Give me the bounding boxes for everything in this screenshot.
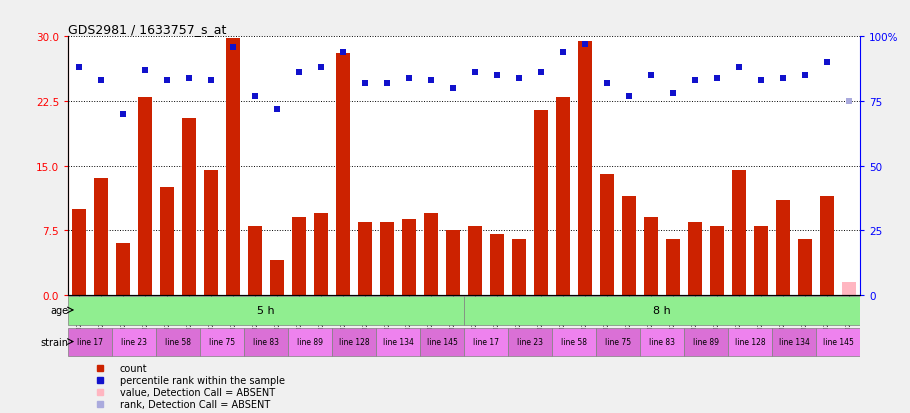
Bar: [732, 171, 746, 295]
Bar: [402, 219, 416, 295]
Text: rank, Detection Call = ABSENT: rank, Detection Call = ABSENT: [120, 399, 270, 409]
Bar: [288, 328, 332, 356]
Text: line 89: line 89: [298, 337, 323, 346]
Bar: [424, 214, 439, 295]
Text: line 134: line 134: [383, 337, 413, 346]
Text: line 128: line 128: [734, 337, 765, 346]
Text: line 89: line 89: [693, 337, 719, 346]
Text: line 23: line 23: [121, 337, 147, 346]
Bar: [446, 230, 460, 295]
Bar: [314, 214, 329, 295]
Bar: [710, 226, 724, 295]
Text: line 83: line 83: [253, 337, 279, 346]
Bar: [244, 328, 288, 356]
Bar: [798, 239, 812, 295]
Bar: [112, 328, 157, 356]
Text: line 17: line 17: [473, 337, 499, 346]
Bar: [270, 261, 284, 295]
Text: value, Detection Call = ABSENT: value, Detection Call = ABSENT: [120, 387, 275, 397]
Bar: [508, 328, 552, 356]
Bar: [640, 328, 684, 356]
Text: strain: strain: [41, 337, 68, 347]
Bar: [644, 218, 658, 295]
Bar: [116, 244, 130, 295]
Bar: [138, 97, 152, 295]
Text: line 58: line 58: [166, 337, 191, 346]
Bar: [226, 39, 240, 295]
Text: count: count: [120, 363, 147, 373]
Bar: [72, 209, 86, 295]
Text: line 83: line 83: [649, 337, 675, 346]
Text: line 58: line 58: [561, 337, 587, 346]
Bar: [820, 196, 834, 295]
Bar: [772, 328, 816, 356]
Text: percentile rank within the sample: percentile rank within the sample: [120, 375, 285, 385]
Text: GDS2981 / 1633757_s_at: GDS2981 / 1633757_s_at: [68, 23, 227, 36]
Bar: [776, 200, 790, 295]
Bar: [684, 328, 728, 356]
Text: line 75: line 75: [605, 337, 632, 346]
Bar: [666, 239, 680, 295]
Bar: [332, 328, 376, 356]
Bar: [204, 171, 218, 295]
Text: line 145: line 145: [823, 337, 854, 346]
Text: line 134: line 134: [779, 337, 809, 346]
Bar: [68, 328, 112, 356]
Text: line 145: line 145: [427, 337, 458, 346]
Bar: [157, 328, 200, 356]
Bar: [292, 218, 307, 295]
Bar: [182, 119, 197, 295]
Bar: [468, 226, 482, 295]
Text: line 23: line 23: [517, 337, 543, 346]
Bar: [420, 328, 464, 356]
Text: 8 h: 8 h: [653, 305, 671, 315]
Bar: [464, 297, 860, 325]
Bar: [200, 328, 244, 356]
Bar: [464, 328, 508, 356]
Bar: [688, 222, 703, 295]
Bar: [534, 110, 548, 295]
Text: 5 h: 5 h: [258, 305, 275, 315]
Bar: [376, 328, 420, 356]
Bar: [336, 55, 350, 295]
Bar: [753, 226, 768, 295]
Bar: [578, 41, 592, 295]
Bar: [596, 328, 640, 356]
Bar: [600, 175, 614, 295]
Bar: [816, 328, 860, 356]
Bar: [68, 297, 464, 325]
Bar: [842, 282, 856, 295]
Bar: [160, 188, 175, 295]
Bar: [490, 235, 504, 295]
Text: age: age: [51, 305, 68, 315]
Text: line 128: line 128: [339, 337, 369, 346]
Bar: [94, 179, 108, 295]
Bar: [248, 226, 262, 295]
Bar: [358, 222, 372, 295]
Bar: [556, 97, 571, 295]
Bar: [728, 328, 772, 356]
Bar: [380, 222, 394, 295]
Bar: [512, 239, 526, 295]
Bar: [622, 196, 636, 295]
Bar: [552, 328, 596, 356]
Text: line 17: line 17: [77, 337, 103, 346]
Text: line 75: line 75: [209, 337, 236, 346]
